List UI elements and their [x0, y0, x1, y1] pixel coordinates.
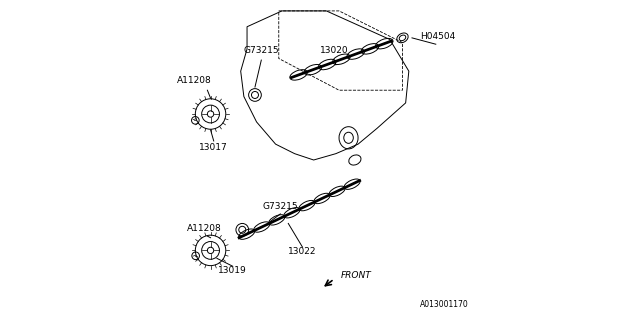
Text: A11208: A11208: [187, 224, 221, 233]
Text: 13019: 13019: [218, 266, 247, 275]
Circle shape: [207, 247, 214, 253]
Text: H04504: H04504: [420, 32, 455, 41]
Circle shape: [207, 111, 214, 117]
Text: G73215: G73215: [262, 202, 298, 211]
Text: 13017: 13017: [199, 142, 228, 152]
Text: 13022: 13022: [288, 247, 317, 256]
Text: 13020: 13020: [320, 46, 349, 55]
Text: FRONT: FRONT: [340, 271, 371, 280]
Text: A013001170: A013001170: [420, 300, 469, 309]
Text: A11208: A11208: [177, 76, 212, 85]
Text: G73215: G73215: [243, 46, 279, 55]
